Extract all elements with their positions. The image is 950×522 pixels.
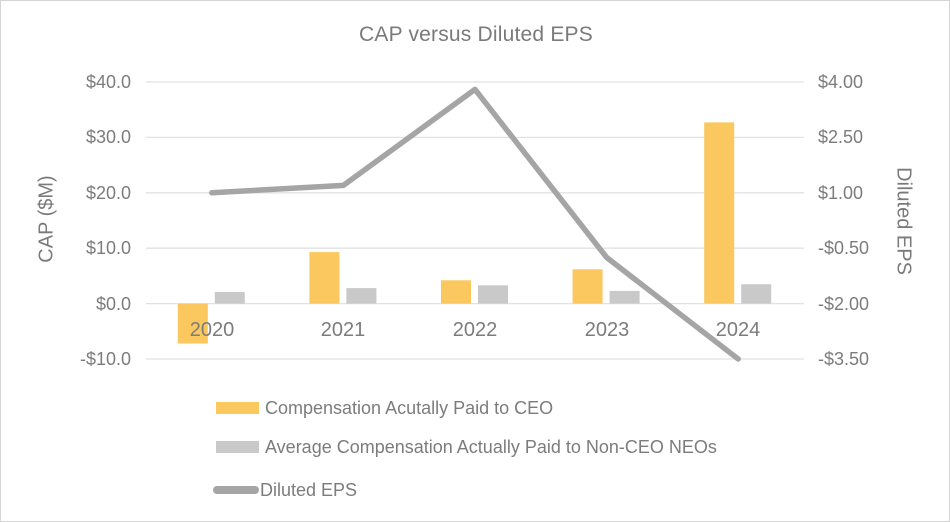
bar-ceo-2023 [572, 269, 603, 304]
bar-neo-2020 [214, 292, 245, 304]
x-label-2024: 2024 [715, 319, 761, 341]
legend-bar-swatch [216, 441, 259, 453]
legend-line-swatch [213, 486, 259, 494]
left-tick: $0.0 [95, 294, 131, 314]
left-tick: $40.0 [85, 72, 131, 92]
left-tick: -$10.0 [79, 349, 131, 369]
bar-neo-2022 [478, 285, 508, 304]
bar-ceo-2022 [441, 280, 471, 304]
legend-bar-swatch [216, 402, 259, 414]
right-tick: $4.00 [818, 72, 864, 92]
left-tick: $30.0 [85, 127, 131, 147]
right-tick: $1.00 [818, 183, 864, 203]
x-label-2023: 2023 [584, 319, 630, 341]
bar-neo-2021 [346, 288, 377, 304]
legend-label: Compensation Acutally Paid to CEO [265, 398, 554, 418]
legend-label: Diluted EPS [260, 480, 358, 500]
bar-ceo-2020 [177, 303, 208, 344]
left-tick: $10.0 [85, 238, 131, 258]
right-tick: -$2.00 [818, 294, 870, 314]
diluted-eps-line [209, 86, 741, 362]
x-label-2021: 2021 [320, 319, 366, 341]
chart-title: CAP versus Diluted EPS [359, 23, 593, 46]
right-tick: -$3.50 [818, 349, 870, 369]
bar-ceo-2021 [309, 252, 340, 304]
legend-label: Average Compensation Actually Paid to No… [265, 437, 717, 457]
right-tick: -$0.50 [818, 238, 870, 258]
x-label-2022: 2022 [452, 319, 498, 341]
bar-neo-2023 [609, 290, 640, 304]
right-tick: $2.50 [818, 127, 864, 147]
x-label-2020: 2020 [189, 319, 235, 341]
bar-neo-2024 [741, 284, 772, 304]
bar-ceo-2024 [704, 122, 735, 304]
left-tick: $20.0 [85, 183, 131, 203]
